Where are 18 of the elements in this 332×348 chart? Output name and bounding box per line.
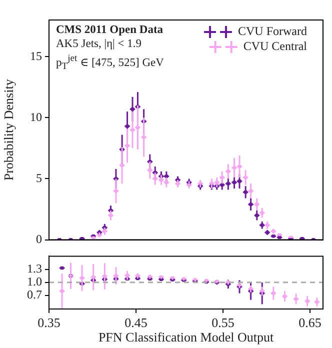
x-tick-label: 0.35 (38, 315, 60, 330)
y-axis-title: Probability Density (1, 78, 16, 181)
y-tick-label: 1.3 (27, 261, 42, 276)
x-tick-label: 0.55 (212, 315, 234, 330)
y-tick-label: 0.7 (27, 288, 42, 302)
x-tick-label: 0.65 (298, 315, 322, 330)
y-tick-label: 5 (36, 170, 42, 185)
y-tick-label: 15 (30, 48, 42, 63)
legend-label: CVU Forward (238, 24, 308, 38)
y-tick-label: 10 (30, 110, 42, 124)
x-axis-title: PFN Classification Model Output (98, 330, 274, 345)
annotation: AK5 Jets, |η| < 1.9 (56, 38, 142, 51)
x-tick-label: 0.45 (124, 315, 148, 330)
annotation: CMS 2011 Open Data (56, 24, 164, 37)
annotation: p$_{T}$$^{jet}$ ∈ [475, 525] GeV (56, 52, 164, 74)
legend-label: CVU Central (243, 39, 308, 54)
y-tick-label: 0 (36, 232, 42, 246)
y-tick-label: 1.0 (27, 274, 42, 289)
